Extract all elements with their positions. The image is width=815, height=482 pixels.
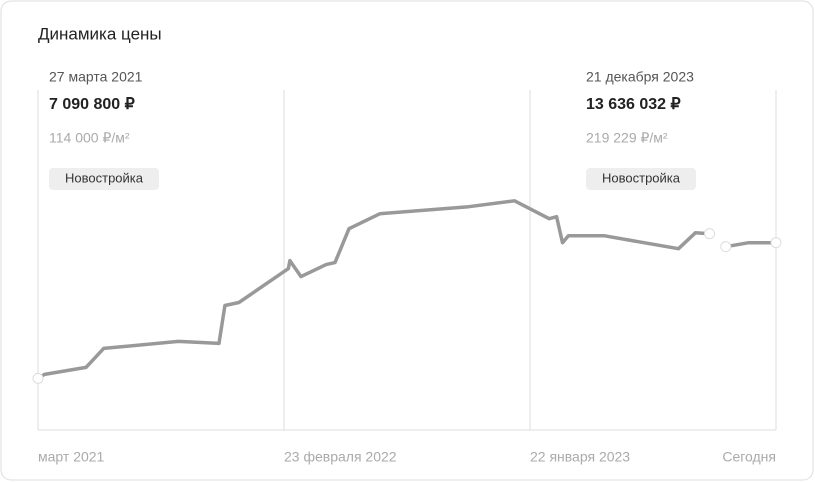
callout-price: 13 636 032 ₽ [586,96,681,113]
badge-bg [586,168,696,190]
x-tick-label: Сегодня [722,449,776,465]
callout-per-sqm: 114 000 ₽/м² [49,130,130,146]
point-marker [720,241,732,253]
chart-title: Динамика цены [38,24,162,43]
x-tick-label: 22 января 2023 [530,449,630,465]
x-tick-label: март 2021 [38,449,105,465]
badge-bg [49,168,159,190]
point-marker [704,228,716,240]
badge: Новостройка [602,170,681,185]
callout-date: 27 марта 2021 [49,69,143,85]
badge: Новостройка [65,170,144,185]
callout-price: 7 090 800 ₽ [49,96,135,113]
price-line [37,199,710,380]
callout-date: 21 декабря 2023 [586,69,694,85]
point-marker [770,237,782,249]
point-marker [32,372,44,384]
callout-per-sqm: 219 229 ₽/м² [586,130,668,146]
price-line [725,240,776,249]
x-tick-label: 23 февраля 2022 [284,449,397,465]
